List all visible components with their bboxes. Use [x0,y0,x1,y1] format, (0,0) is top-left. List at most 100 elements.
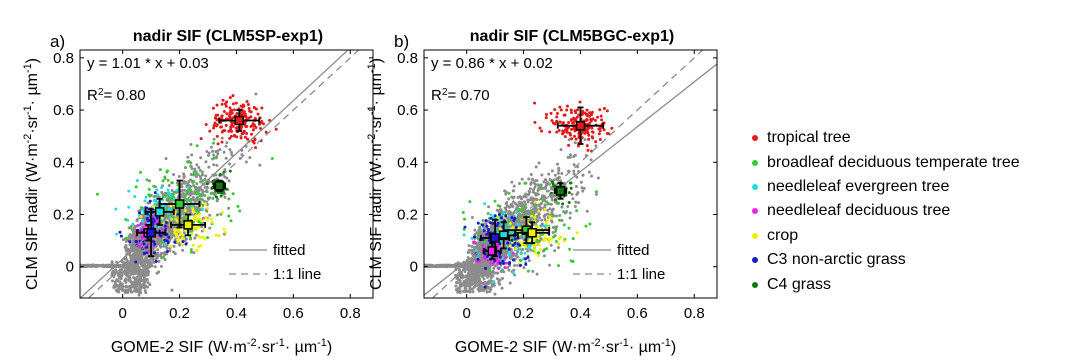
background-point [193,236,197,240]
pft-point [222,227,226,231]
background-point [199,180,203,184]
pft-point [203,237,207,241]
pft-point [602,107,606,111]
pft-point [228,106,232,110]
y-tick-label: 0.4 [53,154,74,171]
pft-point [194,218,198,222]
pft-point [570,127,574,131]
pft-point [585,144,589,148]
background-point [148,283,152,287]
background-point [545,200,549,204]
background-point [581,189,585,193]
background-point [484,222,488,226]
background-point [475,277,479,281]
pft-point [141,208,145,212]
pft-point [565,128,569,132]
background-point [136,281,140,285]
background-point [557,168,561,172]
background-point [193,200,197,204]
background-point [483,281,487,285]
background-point [114,268,118,272]
pft-point [139,206,143,210]
background-point [149,261,153,265]
background-point [195,182,199,186]
background-point [112,272,116,276]
background-point [139,261,143,265]
background-point [128,285,132,289]
background-point [197,165,201,169]
background-point [477,248,481,252]
background-point [165,198,169,202]
background-point [148,179,152,183]
background-point [446,263,450,267]
background-point [488,280,492,284]
background-point [486,281,490,285]
pft-point [462,227,466,231]
background-point [223,168,227,172]
fitted-legend-label: fitted [273,242,306,259]
pft-point [147,187,151,191]
background-point [535,214,539,218]
background-point [511,200,515,204]
background-point [115,260,119,264]
pft-point [200,170,204,174]
y-tick-label: 0.6 [53,102,74,119]
pft-point [565,108,569,112]
pft-point [558,120,562,124]
background-point [182,212,186,216]
pft-point [553,234,557,238]
background-point [528,190,532,194]
background-point [485,273,489,277]
background-point [479,301,482,304]
pft-point [243,135,247,139]
background-point [225,176,229,180]
pft-point [181,233,185,237]
pft-point [545,247,549,251]
background-point [142,282,146,286]
background-point [461,289,465,293]
pft-point [583,131,587,135]
background-point [458,289,462,293]
pft-point [578,100,582,104]
background-point [142,276,146,280]
background-point [123,272,127,276]
background-point [589,158,593,162]
background-point [124,239,128,243]
background-point [545,181,549,185]
background-point [548,207,552,211]
background-point [504,223,508,227]
pft-point [156,193,160,197]
background-point [520,177,524,181]
pft-point [239,136,243,140]
pft-point [533,120,537,124]
background-point [201,221,205,225]
background-point [134,268,138,272]
background-point [164,252,168,256]
pft-point [175,188,179,192]
pft-point [522,234,526,238]
background-point [426,263,430,267]
pft-point [227,197,231,201]
background-point [201,190,205,194]
background-point [510,202,514,206]
pft-point [142,251,146,255]
background-point [137,293,141,297]
pft-point [526,269,530,273]
background-point [466,251,470,255]
background-point [205,150,209,154]
pft-point [533,101,537,105]
background-point [466,256,470,260]
background-point [529,173,533,177]
background-point [472,266,476,270]
pft-point [229,134,233,138]
background-point [165,246,169,250]
background-point [522,222,526,226]
background-point [495,277,499,281]
pft-point [145,178,149,182]
background-point [464,265,468,269]
background-point [212,137,216,141]
background-point [557,175,561,179]
background-point [131,266,135,270]
background-point [473,284,477,288]
pft-point [247,116,251,120]
